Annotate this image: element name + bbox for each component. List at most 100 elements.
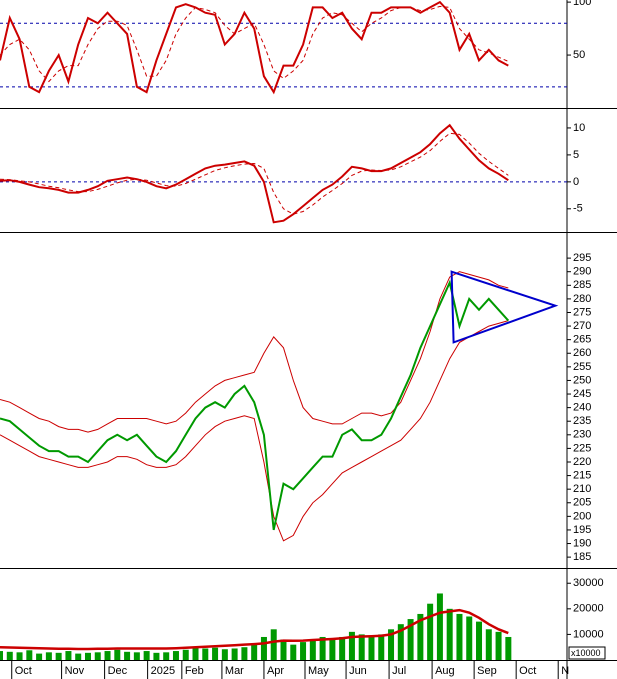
y-tick-label: 205 (573, 497, 591, 509)
x-tick-label: Mar (225, 665, 244, 677)
volume-bar (65, 651, 72, 660)
unit-label: x10000 (571, 648, 601, 658)
series-line (0, 123, 509, 224)
x-tick-label: 2025 (151, 665, 175, 677)
series-line (0, 271, 509, 433)
x-tick-label: Aug (435, 665, 455, 677)
triangle-pattern (450, 270, 559, 344)
volume-bar (202, 648, 209, 660)
volume-bar (397, 624, 404, 660)
volume-bar (260, 636, 267, 660)
volume-bar (45, 652, 52, 660)
volume-bar (6, 651, 13, 660)
volume-bar (476, 621, 483, 660)
volume-bar (241, 647, 248, 660)
volume-bar (319, 636, 326, 660)
y-tick-label: 270 (573, 320, 591, 332)
series-line (0, 132, 509, 215)
volume-bar (388, 629, 395, 660)
volume-bar (456, 613, 463, 660)
volume-bar (75, 653, 82, 660)
volume-bar (163, 652, 170, 660)
y-tick-label: 260 (573, 347, 591, 359)
y-tick-label: 220 (573, 456, 591, 468)
x-tick-label: Apr (267, 665, 284, 677)
x-tick-label: N (561, 665, 569, 677)
y-tick-label: 240 (573, 402, 591, 414)
volume-bar (446, 608, 453, 660)
volume-bar (55, 652, 62, 660)
y-tick-label: 230 (573, 429, 591, 441)
volume-bar (309, 639, 316, 660)
volume-bar (417, 613, 424, 660)
unit-box (568, 646, 606, 660)
x-tick-label: Nov (65, 665, 85, 677)
y-tick-label: 215 (573, 469, 591, 481)
volume-bar (339, 636, 346, 660)
y-tick-label: 280 (573, 293, 591, 305)
volume-bar (0, 651, 3, 660)
volume-bar (485, 629, 492, 660)
volume-bar (270, 629, 277, 660)
volume-bar (368, 636, 375, 660)
x-tick-label: Sep (477, 665, 497, 677)
volume-bar (358, 634, 365, 660)
y-tick-label: 250 (573, 374, 591, 386)
y-tick-label: 5 (573, 149, 579, 161)
volume-bar (133, 652, 140, 660)
volume-bar (436, 593, 443, 660)
volume-bar (495, 631, 502, 660)
x-tick-label: Feb (185, 665, 204, 677)
volume-bar (84, 652, 91, 660)
y-tick-label: 225 (573, 442, 591, 454)
x-tick-label: Jun (349, 665, 367, 677)
y-tick-label: 10000 (573, 628, 604, 640)
y-tick-label: 30000 (573, 577, 604, 589)
y-tick-label: 265 (573, 334, 591, 346)
y-tick-label: 245 (573, 388, 591, 400)
volume-bar (280, 639, 287, 660)
volume-bar (153, 652, 160, 660)
series-line (0, 320, 509, 542)
x-tick-label: May (308, 665, 329, 677)
volume-bar (407, 619, 414, 660)
volume-bar (94, 652, 101, 660)
volume-bar (466, 616, 473, 660)
volume-bar (114, 649, 121, 660)
series-line (0, 5, 509, 83)
y-tick-label: 200 (573, 510, 591, 522)
y-tick-label: 190 (573, 537, 591, 549)
y-tick-label: 50 (573, 49, 585, 61)
volume-bar (427, 603, 434, 660)
volume-bar (172, 651, 179, 660)
volume-bar (104, 651, 111, 660)
y-tick-label: 195 (573, 524, 591, 536)
volume-bar (329, 639, 336, 660)
series-line (0, 0, 509, 95)
volume-bar (505, 636, 512, 660)
x-tick-label: Oct (15, 665, 32, 677)
volume-bar (182, 649, 189, 660)
y-tick-label: 20000 (573, 603, 604, 615)
volume-bar (290, 644, 297, 660)
volume-bar (221, 649, 228, 660)
y-tick-label: 185 (573, 551, 591, 563)
volume-bar (124, 651, 131, 660)
y-tick-label: 285 (573, 279, 591, 291)
volume-bar (231, 648, 238, 660)
y-tick-label: 10 (573, 122, 585, 134)
volume-bar (378, 634, 385, 660)
y-tick-label: 100 (573, 0, 591, 8)
volume-bar (192, 647, 199, 660)
y-tick-label: 290 (573, 266, 591, 278)
series-line (0, 279, 510, 531)
y-tick-label: 235 (573, 415, 591, 427)
volume-bar (16, 652, 23, 660)
y-tick-label: 295 (573, 252, 591, 264)
x-tick-label: Dec (108, 665, 128, 677)
volume-bar (251, 644, 258, 660)
volume-bar (26, 650, 33, 660)
series-line (0, 608, 509, 651)
volume-bar (348, 631, 355, 660)
